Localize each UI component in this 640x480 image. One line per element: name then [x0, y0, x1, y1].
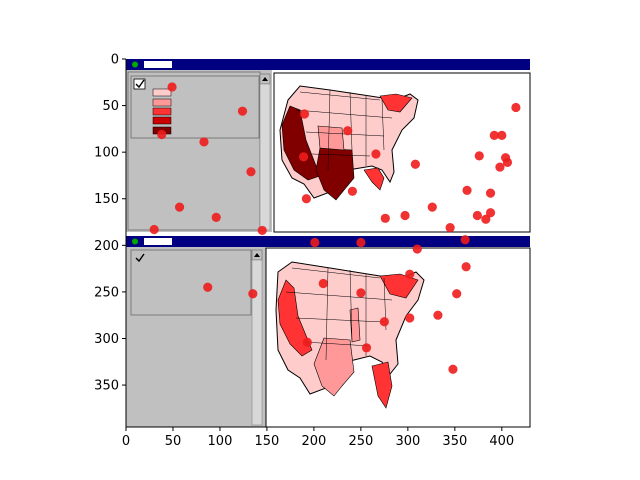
lower-left-panel: [126, 247, 266, 427]
scatter-point: [343, 126, 353, 136]
upper-left-panel: [126, 70, 272, 232]
scatter-point: [461, 262, 471, 272]
scatter-point: [445, 223, 455, 233]
y-tick-label: 0: [111, 53, 119, 68]
app-window-icon: [132, 61, 172, 68]
scatter-point: [400, 210, 410, 221]
y-tick-label: 150: [94, 192, 119, 207]
scatter-point: [412, 244, 422, 254]
legend-swatches: [152, 88, 172, 135]
x-tick-label: 0: [122, 434, 130, 449]
scatter-point: [301, 194, 311, 204]
scatter-point: [356, 288, 366, 298]
scatter-point: [427, 202, 437, 212]
x-tick-label: 350: [442, 434, 467, 449]
scatter-point: [511, 102, 521, 113]
lower-left-panel-border: [130, 249, 252, 316]
lower-us-map: [275, 261, 425, 409]
scatter-point: [502, 157, 513, 168]
scatter-point: [298, 152, 309, 162]
lower-checkmark-icon: [135, 253, 145, 263]
scatter-point: [371, 149, 381, 159]
scatter-point: [485, 208, 496, 218]
scatter-point: [405, 269, 415, 279]
upper-us-map: [279, 85, 419, 201]
y-tick-label: 350: [94, 379, 119, 394]
scatter-point: [379, 317, 389, 327]
checkmark-icon: [133, 78, 146, 90]
scatter-point: [174, 202, 185, 212]
x-tick-label: 250: [348, 434, 373, 449]
scatter-point: [167, 82, 177, 92]
scatter-point: [410, 159, 420, 169]
scroll-up-arrow-icon: [259, 73, 271, 231]
scatter-point: [460, 235, 470, 245]
y-tick-label: 300: [94, 332, 119, 347]
scatter-point: [474, 151, 484, 161]
scatter-point: [405, 313, 415, 323]
scatter-point: [199, 137, 209, 147]
scatter-points: [149, 82, 521, 374]
scatter-point: [497, 130, 507, 140]
scatter-point: [203, 282, 213, 292]
x-tick-label: 100: [208, 434, 233, 449]
y-ticks: 0 50 100 150 200 250 300 350: [94, 53, 126, 394]
scatter-point: [481, 214, 491, 224]
lower-app-window-icon: [132, 238, 172, 245]
scatter-point: [452, 289, 462, 299]
x-tick-label: 50: [165, 434, 182, 449]
upper-window-titlebar: [126, 59, 530, 70]
x-tick-label: 300: [395, 434, 420, 449]
scatter-point: [433, 310, 443, 320]
scatter-point: [318, 278, 328, 289]
y-tick-label: 250: [94, 285, 119, 300]
y-tick-label: 50: [102, 99, 119, 114]
scatter-point: [448, 364, 458, 374]
scatter-point: [485, 188, 496, 198]
axes: 0 50 100 150 200 250 300 350 400 0 50 100 150 200 250…: [94, 53, 530, 449]
y-tick-label: 200: [94, 239, 119, 254]
scatter-point: [361, 343, 372, 353]
scatter-point: [310, 237, 320, 248]
scatter-point: [211, 212, 221, 222]
scatter-point: [472, 210, 482, 221]
upper-legend-box: [130, 75, 260, 139]
scatter-point: [248, 289, 258, 299]
scatter-point: [380, 213, 390, 223]
scatter-point: [246, 167, 256, 177]
x-tick-label: 400: [489, 434, 514, 449]
scatter-point: [347, 186, 358, 196]
scatter-point: [237, 106, 248, 116]
lower-window-titlebar: [126, 236, 530, 247]
scatter-point: [302, 337, 312, 347]
scatter-point: [149, 224, 159, 235]
lower-scroll-up-arrow-icon: [251, 249, 263, 426]
x-ticks: 0 50 100 150 200 250 300 350 400: [122, 427, 514, 449]
x-tick-label: 150: [255, 434, 280, 449]
scatter-point: [356, 237, 366, 248]
scatter-point: [257, 225, 267, 236]
scatter-point: [157, 129, 167, 140]
scatter-point: [495, 162, 505, 172]
scatter-point: [462, 185, 472, 195]
scatter-point: [489, 130, 499, 140]
x-tick-label: 200: [301, 434, 326, 449]
y-tick-label: 100: [94, 146, 119, 161]
background-screenshot: [126, 59, 531, 428]
scatter-point: [299, 109, 310, 119]
